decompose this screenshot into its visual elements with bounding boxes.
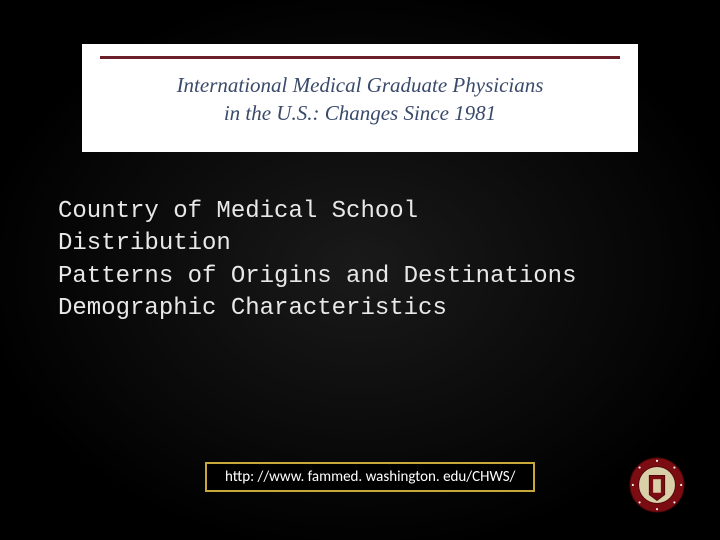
url-box: http: //www. fammed. washington. edu/CHW… (205, 462, 535, 492)
body-line-2: Distribution (58, 228, 668, 260)
title-line-1: International Medical Graduate Physician… (177, 73, 544, 97)
title-line-2: in the U.S.: Changes Since 1981 (224, 101, 496, 125)
seal-icon (628, 456, 686, 514)
url-text: http: //www. fammed. washington. edu/CHW… (225, 468, 515, 486)
header-title: International Medical Graduate Physician… (100, 71, 620, 128)
slide: International Medical Graduate Physician… (0, 0, 720, 540)
body-line-4: Demographic Characteristics (58, 293, 668, 325)
body-text: Country of Medical School Distribution P… (58, 196, 668, 326)
header-rule (100, 56, 620, 59)
header-box: International Medical Graduate Physician… (82, 44, 638, 152)
body-line-3: Patterns of Origins and Destinations (58, 261, 668, 293)
body-line-1: Country of Medical School (58, 196, 668, 228)
